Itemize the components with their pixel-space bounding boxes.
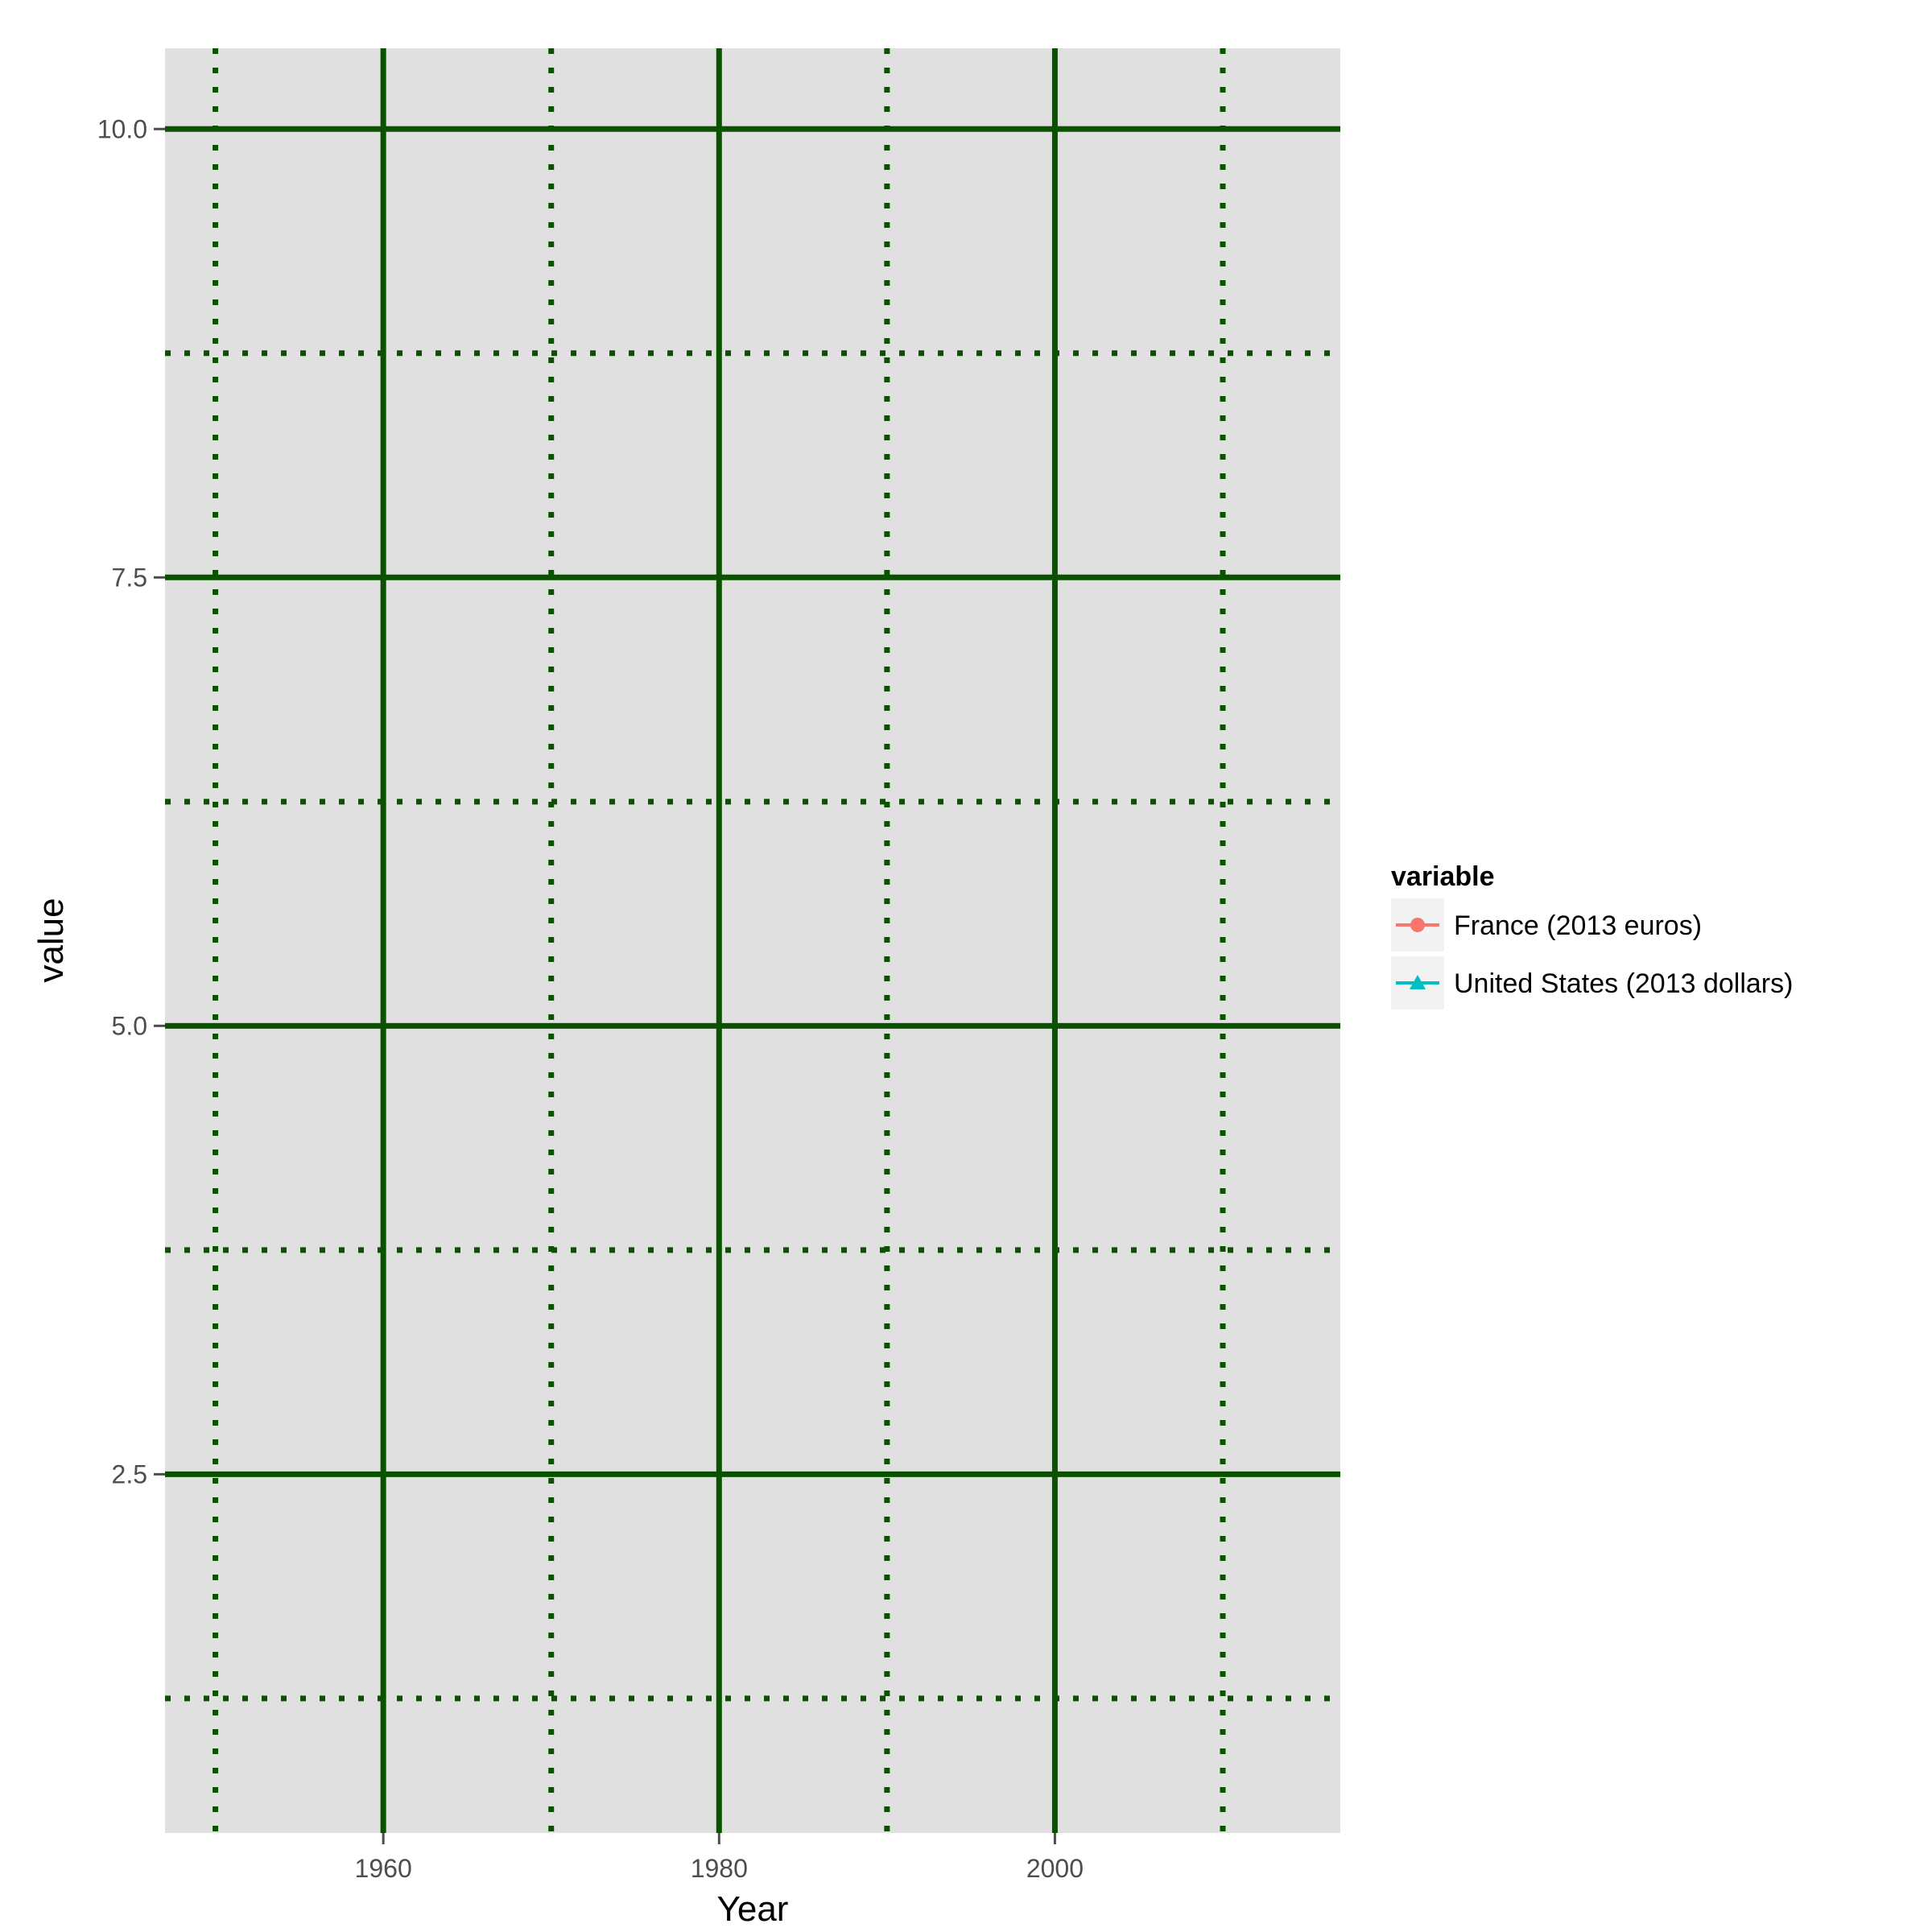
x-tick-label: 1960 (355, 1854, 412, 1883)
x-tick-label: 1980 (691, 1854, 748, 1883)
legend-key-circle-marker (1410, 918, 1425, 932)
y-tick-label: 7.5 (112, 563, 147, 592)
y-tick-label: 5.0 (112, 1011, 147, 1040)
plot-panel (165, 48, 1340, 1833)
x-tick-label: 2000 (1026, 1854, 1084, 1883)
legend-key-triangle-marker (1410, 975, 1426, 989)
minor-grid (165, 48, 1340, 1833)
major-grid (165, 48, 1340, 1833)
legend-label: United States (2013 dollars) (1454, 968, 1793, 999)
y-tick-label: 2.5 (112, 1459, 147, 1488)
legend-title: variable (1391, 861, 1495, 892)
y-axis-title: value (31, 898, 71, 982)
y-axis: 2.5 5.0 7.5 10.0 (97, 114, 165, 1488)
x-axis-title: Year (717, 1889, 789, 1929)
legend-label: France (2013 euros) (1454, 910, 1702, 941)
x-axis: 1960 1980 2000 (355, 1833, 1084, 1883)
legend: variable France (2013 euros) United State… (1391, 861, 1793, 1009)
y-tick-label: 10.0 (97, 114, 147, 143)
